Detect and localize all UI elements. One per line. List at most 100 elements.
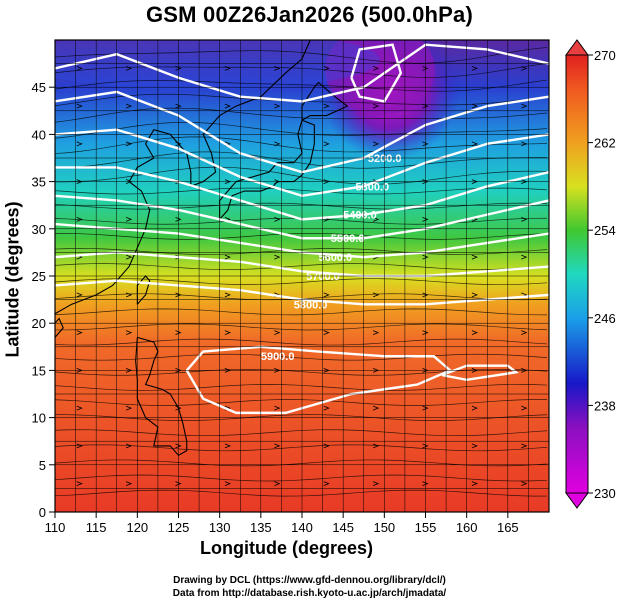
colorbar-ramp (565, 54, 589, 494)
flow-arrow (521, 481, 528, 487)
flow-arrow (76, 216, 83, 222)
x-tick-label: 160 (456, 520, 478, 535)
lat-lon-grid (55, 40, 549, 512)
height-contour-low (350, 43, 403, 103)
x-tick-label: 145 (332, 520, 354, 535)
flow-arrow (224, 330, 231, 336)
y-tick-label: 20 (32, 316, 46, 331)
flow-arrow (175, 481, 182, 487)
streamline (55, 489, 548, 497)
flow-arrow (274, 141, 281, 147)
x-tick-label: 120 (126, 520, 148, 535)
deep-cold-region (325, 40, 435, 115)
flow-arrow (76, 103, 83, 109)
flow-arrow (471, 141, 478, 147)
streamline (55, 202, 548, 210)
flow-arrow (372, 405, 380, 411)
flow-arrow (471, 330, 478, 336)
flow-arrow (422, 330, 429, 336)
flow-arrow (224, 65, 231, 71)
streamline (55, 399, 548, 406)
x-tick-label: 140 (291, 520, 313, 535)
flow-arrow (422, 443, 429, 449)
y-tick-label: 45 (32, 80, 46, 95)
y-tick-label: 5 (39, 458, 46, 473)
colorbar-tick-label: 246 (594, 311, 616, 326)
flow-arrow (274, 65, 281, 71)
flow-arrow (125, 330, 133, 336)
flow-arrow (323, 330, 330, 336)
flow-arrow (224, 292, 231, 298)
streamline (55, 429, 548, 437)
flow-arrow (274, 481, 281, 487)
streamline (55, 444, 548, 452)
flow-arrow (323, 103, 330, 109)
y-axis-ticks: 0 5 10 15 20 25 30 35 40 45 (32, 80, 55, 520)
flow-arrow (323, 254, 330, 260)
streamline (55, 384, 548, 391)
y-tick-label: 0 (39, 505, 46, 520)
flow-arrow (274, 103, 281, 109)
flow-arrow (76, 405, 83, 411)
flow-arrow (471, 292, 478, 298)
streamline (55, 47, 548, 64)
colorbar-bottom-triangle (565, 492, 589, 509)
flow-arrow (76, 330, 83, 336)
streamline (55, 248, 548, 255)
flow-arrow (76, 292, 83, 298)
flow-arrow (471, 405, 478, 411)
flow-arrow (175, 443, 182, 449)
colorbar: 230 238 246 254 262 270 (565, 39, 616, 509)
contour-label: 5700.0 (306, 271, 340, 283)
y-tick-label: 15 (32, 363, 46, 378)
flow-arrow (125, 481, 133, 487)
streamline (55, 121, 548, 139)
flow-arrow (471, 254, 478, 260)
streamline (55, 187, 548, 195)
flow-arrow (175, 330, 182, 336)
streamline (55, 263, 548, 270)
streamline (55, 233, 548, 240)
flow-arrow (471, 65, 478, 71)
colorbar-tick-label: 254 (594, 223, 616, 238)
flow-arrow (125, 103, 133, 109)
colorbar-tick-label: 262 (594, 136, 616, 151)
flow-arrow (175, 292, 182, 298)
colorbar-tick-label: 238 (594, 398, 616, 413)
flow-arrow (422, 103, 429, 109)
y-tick-label: 35 (32, 175, 46, 190)
credit-dcl: Drawing by DCL (https://www.gfd-dennou.o… (173, 575, 446, 586)
flow-arrow (471, 103, 478, 109)
y-tick-label: 40 (32, 127, 46, 142)
flow-arrow (471, 443, 478, 449)
contour-label: 5900.0 (261, 351, 295, 363)
flow-arrow (422, 216, 429, 222)
streamline (55, 353, 548, 361)
flow-arrow (372, 103, 380, 109)
flow-arrow (125, 443, 133, 449)
streamline (55, 474, 548, 482)
flow-arrow (521, 216, 528, 222)
contour-label: 5200.0 (368, 153, 402, 165)
flow-arrow (323, 443, 330, 449)
flow-arrow (521, 405, 528, 411)
flow-arrow (372, 481, 380, 487)
flow-arrow (521, 103, 528, 109)
flow-arrow (422, 65, 429, 71)
x-tick-label: 125 (168, 520, 190, 535)
flow-arrow (422, 405, 429, 411)
streamline (55, 323, 548, 331)
y-tick-label: 10 (32, 411, 46, 426)
plot-area: 5200.05300.05400.05500.05600.05700.05800… (54, 39, 550, 513)
flow-arrow (224, 103, 231, 109)
streamline (55, 278, 548, 286)
height-contour-high (441, 364, 519, 382)
contour-label: 5600.0 (318, 252, 352, 264)
chart-title: GSM 00Z26Jan2026 (500.0hPa) (145, 2, 474, 27)
flow-arrow (274, 443, 281, 449)
flow-arrow (125, 254, 133, 260)
flow-arrow (372, 292, 380, 298)
flow-arrow (323, 65, 330, 71)
flow-arrow (274, 254, 281, 260)
